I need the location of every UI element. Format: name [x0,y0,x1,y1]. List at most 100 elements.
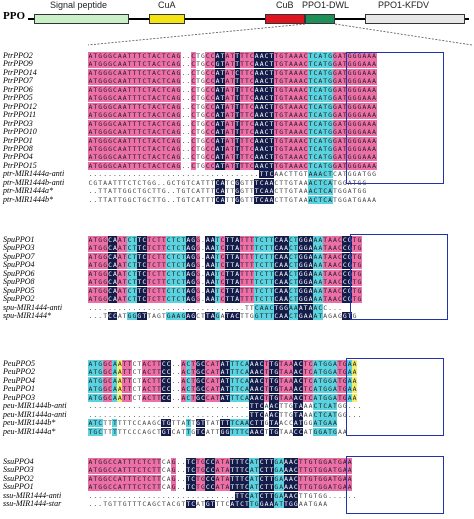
sequence-name: spu-MIR1444* [3,311,51,321]
sequence-row: ATGGGCAATTTCTACTCAG..CTGCCATATTTTCAACTTG… [88,102,377,111]
sequence-name: PtrPPO9 [3,59,33,69]
sequence-row: ATGGCAATTCTACTTCC..ACTGCCATATTTCAAACTTGT… [88,360,357,368]
sequence-name: SpuPPO5 [3,285,35,295]
sequence-row: ATGGCAATTCTACTTCC..ACTGCCATATTTCAAACTTGT… [88,376,357,385]
sequence-row: ..TTATTGGCTGCTTG..TGTCATTTCATTGGTTTCAACT… [88,195,377,204]
sequence-row: ATGGGCAATTTCTACTCAG..CTGCCATATTTTCAACTTG… [88,119,377,128]
sequence-row: ATGGGCAATTTCTACTCAG..CTGCCATATTTTCAACTTG… [88,85,377,94]
sequence-name: SsuPPO3 [3,465,34,475]
sequence-row: ATGGCCATTTCTCTTCAG..TCTGCCATATTTCATCTTGA… [88,466,353,475]
sequence-row: .................................TTCAACT… [88,402,362,411]
sequence-name: peu-MIR1444a* [3,426,56,436]
sequence-name: ssu-MIR1444-anti [3,490,62,500]
sequence-row: ATGGCAATCTTCTCTTCTCTAGG.AATCTTATTTTCTTCA… [88,261,362,270]
cua-label: CuA [158,0,176,10]
protein-backbone [28,18,469,20]
sequence-row: ATGGGCAATTTCTACTCAG..CTGCCATATTTTCAACTTG… [88,144,377,153]
signal-peptide-label: Signal peptide [50,0,108,10]
sequence-row: ATGGCAATCTTCTCTTCTCTAGG.AATCTTATTTTCTTCA… [88,286,362,295]
sequence-name: ptr-MIR1444b* [3,194,54,204]
sequence-row: ATGGGCAATTTCTACTCAG..CTGCCATATTTTCAACTTG… [88,111,377,120]
sequence-name: PtrPPO11 [3,110,37,120]
sequence-row: TGCTTTTTCCCAGCTGTCATTGTCATTGGTTTCAACTTGT… [88,427,347,436]
ppo1-dwl-label: PPO1-DWL [302,0,350,10]
sequence-name: PtrPPO4 [3,152,33,162]
sequence-name: PtrPPO10 [3,127,37,137]
sequence-name: peu-MIR1444b-anti [3,401,67,411]
target-site-box-ssu [346,456,444,514]
protein-label: PPO [3,10,25,22]
sequence-name: SpuPPO2 [3,294,35,304]
target-site-box-peu [346,358,444,436]
target-site-box-ptr [346,52,444,184]
sequence-row: ATGGGCAATTTCTACTCAG..CTGCCATATTTTCAACTTG… [88,94,377,103]
sequence-name: PtrPPO1 [3,135,33,145]
sequence-name: PtrPPO8 [3,143,33,153]
sequence-name: ptr-MIR1444a* [3,186,54,196]
sequence-row: CGTAATTTCTCTGG..GCTGTCATTTCATCGGTTTCAACT… [88,178,367,187]
sequence-name: PtrPPO6 [3,84,33,94]
sequence-row: ATGGGCAATTTCTACTCAG..CTGCCATATTTTCAACTTG… [88,128,377,137]
sequence-row: ..TTATTGGCTGCTTG..TGTCATTTCATTGGTTTCAACT… [88,187,367,196]
sequence-row: ATGGCAATCTTCTCTTCTCTAGG.AATCTTATTTTCTTCA… [88,236,362,244]
sequence-row: ATGGGCAATTTCTACTCAG..CTGCCATATCTTCAACTTG… [88,68,377,77]
ppo1-kfdv-label: PPO1-KFDV [378,0,430,10]
sequence-row: ATGGCAATTCTACTTCC..ACTGCCATATTTCAAACTTGT… [88,368,357,377]
sequence-name: PeuPPO3 [3,392,35,402]
sequence-name: SsuPPO1 [3,482,34,492]
sequence-row: ATGGCAATTCTACTTCC..ACTGCCATATTTCAAACTTGT… [88,385,357,394]
sequence-name: ssu-MIR1444-star [3,499,62,509]
sequence-row: ATGGCAATCTTCTCTTCTCTAGG.AATCTTATTTTCTTCA… [88,252,362,261]
sequence-row: ATGGGCAATTTCTACTCAG..CTGCCATATTTTCAACTTG… [88,161,377,170]
cua-domain [149,14,185,24]
cub-domain [265,14,305,24]
sequence-name: SpuPPO6 [3,268,35,278]
sequence-name: PtrPPO15 [3,160,37,170]
sequence-name: spu-MIR1444-anti [3,302,63,312]
sequence-row: ATGGCAATCTTCTCTTCTCTAGG.AATCTTATTTTCTTCA… [88,269,362,278]
sequence-row: ATGGGCAATTTCTACTCAG..CTGCCATATTTTCAACTTG… [88,136,377,145]
sequence-name: PtrPPO12 [3,101,37,111]
target-site-box-spu [350,234,448,320]
sequence-name: PeuPPO1 [3,384,35,394]
sequence-row: ...TGTTGTTTCAGCTACGTTCATGTTTCATCTTGGAAAT… [88,500,328,509]
sequence-row: ...................................TTCAA… [88,170,377,179]
cub-label: CuB [276,0,294,10]
sequence-row: ATGGCAATCTTCTCTTCTCTAGG.AATCTTATTTTCTTCA… [88,278,362,287]
sequence-name: PeuPPO4 [3,375,35,385]
sequence-row: ATGGGCAATTTCTACTCAG..CTGCCATATTTTCAACTTG… [88,52,377,60]
ppo1-dwl-domain [305,14,335,24]
sequence-name: PtrPPO14 [3,67,37,77]
sequence-row: ATGGCCATTTCTCTTCAG..TCTGCCATATTTCATCTTGA… [88,458,353,466]
sequence-row: ATCTTTTTTCCAAGCTGTTATTGTTATTTTCAACTTGTAA… [88,419,338,428]
sequence-row: ...TCCATGGGTTAGTGAAGAGCTTAGATACTTGGTTTCA… [88,312,357,321]
sequence-name: SpuPPO3 [3,243,35,253]
sequence-row: ATGGCAATCTTCTCTTCTCTAGG.AATCTTATTTTCTTCA… [88,295,362,304]
sequence-name: SpuPPO1 [3,235,35,244]
sequence-name: SsuPPO4 [3,457,34,466]
signal-peptide-domain [34,14,129,24]
sequence-row: .................................TTCAACT… [88,410,362,419]
sequence-name: PeuPPO5 [3,359,35,368]
sequence-name: peu-MIR1444b* [3,418,56,428]
sequence-row: ................................TTCAACTG… [88,303,342,312]
sequence-row: ATGGCCATTTCTCTTCAG..TCTGCCATATTTCATCTTGA… [88,474,353,483]
sequence-name: SpuPPO8 [3,277,35,287]
sequence-row: ATGGGCAATTTCTACTCAG..CTGCCGTATTTTCAACTTG… [88,60,377,69]
sequence-name: peu-MIR1444a-anti [3,409,67,419]
sequence-row: ..............................TTCATCTTGA… [88,491,357,500]
ppo1-kfdv-domain [365,14,465,24]
sequence-name: SpuPPO7 [3,251,35,261]
sequence-name: SpuPPO4 [3,260,35,270]
sequence-row: ATGGGCAATTTCTACTCAG..CTGCCATATTTTCAACTTG… [88,77,377,86]
sequence-row: ATGGCAATTCTACTTCC..ACTGCCATATTTCAAACTTGT… [88,393,357,402]
sequence-row: ATGGCAATCTTCTCTTCTCTAGG.AATCTTATTTTCTTCA… [88,244,362,253]
sequence-name: ptr-MIR1444b-anti [3,177,65,187]
zoom-lines [87,23,473,46]
sequence-row: ATGGCCATTTCTCTTCAG..TCTGCCATATTTCATCTTGA… [88,483,353,492]
sequence-name: PeuPPO2 [3,367,35,377]
sequence-name: PtrPPO2 [3,51,33,60]
sequence-name: PtrPPO7 [3,76,33,86]
sequence-name: ptr-MIR1444a-anti [3,169,65,179]
